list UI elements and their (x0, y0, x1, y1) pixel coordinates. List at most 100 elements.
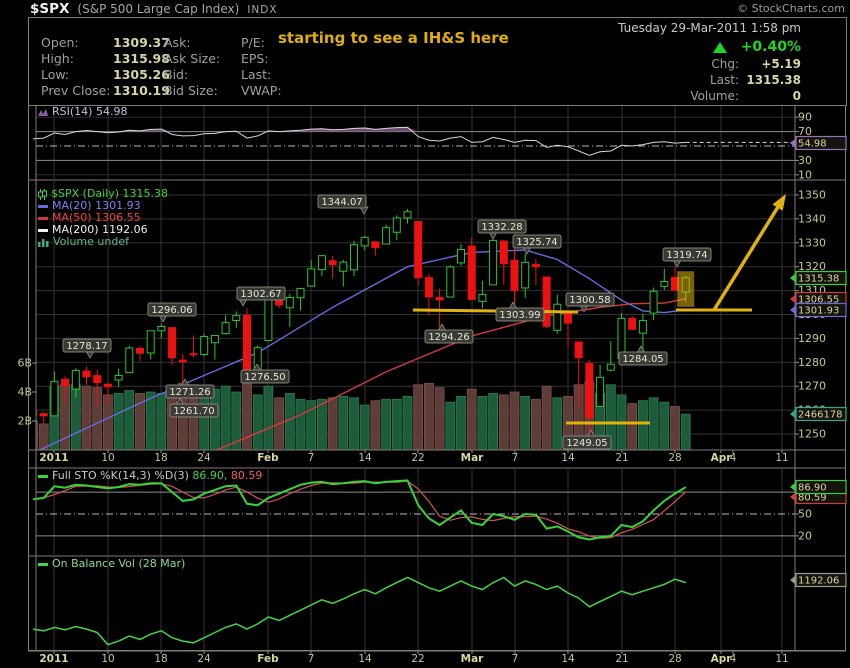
svg-text:7: 7 (308, 653, 315, 665)
svg-text:1294.26: 1294.26 (428, 332, 469, 343)
svg-text:54.98: 54.98 (798, 139, 827, 150)
last-row: Last: 1315.38 (710, 72, 801, 88)
ma20-line-icon (38, 204, 48, 208)
sto-pane (32, 479, 687, 541)
rsi-legend: RSI(14) 54.98 (38, 106, 127, 118)
sto-d-line (32, 480, 687, 539)
svg-text:1271.26: 1271.26 (169, 387, 210, 398)
svg-text:1302.67: 1302.67 (240, 289, 281, 300)
svg-text:30: 30 (798, 154, 812, 167)
svg-text:1296.06: 1296.06 (151, 305, 192, 316)
svg-text:14: 14 (561, 653, 575, 665)
open-value: 1309.37 (113, 34, 170, 50)
quote-col-bidask: Ask: Ask Size: Bid: Bid Size: (164, 34, 220, 98)
svg-text:1300.58: 1300.58 (569, 295, 610, 306)
prev-close-value: 1310.19 (113, 82, 170, 98)
up-triangle-icon (712, 41, 727, 53)
volume-row: Volume: 0 (690, 88, 801, 104)
last-small-label: Last: (241, 66, 272, 82)
last-value: 1315.38 (746, 73, 801, 87)
high-label: High: (41, 50, 74, 66)
svg-text:1344.07: 1344.07 (321, 197, 362, 208)
volume-bars-icon (38, 238, 49, 247)
svg-text:Feb: Feb (257, 653, 279, 665)
svg-text:50: 50 (798, 508, 812, 521)
svg-text:1330: 1330 (798, 236, 826, 249)
svg-text:14: 14 (561, 452, 575, 464)
rsi-overbought-fill (33, 127, 686, 132)
svg-text:2466178: 2466178 (798, 410, 843, 421)
svg-text:Mar: Mar (461, 452, 485, 464)
eps-label: EPS: (241, 50, 269, 66)
svg-text:Apr: Apr (711, 452, 733, 464)
axis-labels: 1250126012701280129013001310132013301340… (17, 111, 826, 543)
svg-text:1303.99: 1303.99 (499, 310, 540, 321)
volume-bars (36, 377, 691, 450)
sto-legend-text: Full STO %K(14,3) %D(3) (52, 469, 189, 482)
ma20-line (37, 249, 686, 450)
svg-text:28: 28 (668, 452, 681, 464)
svg-text:21: 21 (615, 653, 628, 665)
prev-close-label: Prev Close: (41, 82, 111, 98)
rsi-line (32, 126, 686, 156)
svg-text:1320: 1320 (798, 260, 826, 273)
highlight-box (677, 271, 695, 307)
svg-text:22: 22 (411, 653, 424, 665)
pe-label: P/E: (241, 34, 265, 50)
svg-text:2011: 2011 (39, 653, 68, 665)
svg-text:90: 90 (798, 111, 812, 124)
status-block: Tuesday 29-Mar-2011 1:58 pm +0.40% Chg: … (618, 21, 801, 104)
sto-legend: Full STO %K(14,3) %D(3) 86.90, 80.59 (38, 470, 262, 482)
ma50-line-icon (38, 216, 48, 220)
quote-col-ohlc: Open: 1309.37 High: 1315.98 Low: 1305.26… (41, 34, 170, 98)
svg-text:22: 22 (411, 452, 424, 464)
obv-line (32, 576, 686, 646)
svg-text:1278.17: 1278.17 (66, 341, 107, 352)
quote-row-high: High: 1315.98 (41, 50, 170, 66)
svg-text:1280: 1280 (798, 356, 826, 369)
svg-text:Mar: Mar (461, 653, 485, 665)
svg-text:10: 10 (101, 452, 114, 464)
bid-label: Bid: (164, 66, 189, 82)
low-value: 1305.26 (113, 66, 170, 82)
exchange-label: INDX (247, 4, 278, 16)
rsi-icon (38, 108, 48, 116)
quote-row-low: Low: 1305.26 (41, 66, 170, 82)
chg-label: Chg: (711, 57, 739, 71)
svg-text:21: 21 (615, 452, 628, 464)
obv-pane (32, 576, 686, 646)
svg-text:1301.93: 1301.93 (798, 306, 839, 317)
ma200-legend-text: MA(200) 1192.06 (52, 223, 148, 236)
svg-text:1306.55: 1306.55 (798, 295, 839, 306)
user-annotation-text: starting to see a IH&S here (278, 29, 509, 47)
svg-text:10: 10 (101, 653, 114, 665)
copyright-text: © StockCharts.com (737, 2, 845, 15)
svg-text:Feb: Feb (257, 452, 279, 464)
svg-text:24: 24 (197, 452, 211, 464)
vwap-label: VWAP: (241, 82, 282, 98)
pct-change-row: +0.40% (712, 38, 801, 56)
svg-text:1325.74: 1325.74 (516, 237, 557, 248)
bid-size-label: Bid Size: (164, 82, 218, 98)
svg-text:20: 20 (798, 529, 812, 542)
svg-text:14: 14 (358, 653, 372, 665)
svg-text:18: 18 (154, 452, 167, 464)
svg-text:18: 18 (154, 653, 167, 665)
chart-datetime: Tuesday 29-Mar-2011 1:58 pm (618, 21, 801, 35)
svg-text:86.90: 86.90 (798, 483, 827, 494)
svg-text:1249.05: 1249.05 (566, 438, 607, 449)
svg-text:2B: 2B (17, 415, 32, 428)
svg-text:1250: 1250 (798, 428, 826, 441)
rsi-pane (32, 126, 795, 156)
svg-text:24: 24 (197, 653, 211, 665)
svg-text:70: 70 (798, 125, 812, 138)
rsi-legend-text: RSI(14) 54.98 (52, 105, 128, 118)
high-value: 1315.98 (113, 50, 170, 66)
svg-text:7: 7 (512, 653, 519, 665)
chg-value: +5.19 (761, 57, 801, 71)
quote-row-prevclose: Prev Close: 1310.19 (41, 82, 170, 98)
symbol-fullname: (S&P 500 Large Cap Index) (77, 2, 240, 16)
svg-text:1350: 1350 (798, 189, 826, 202)
